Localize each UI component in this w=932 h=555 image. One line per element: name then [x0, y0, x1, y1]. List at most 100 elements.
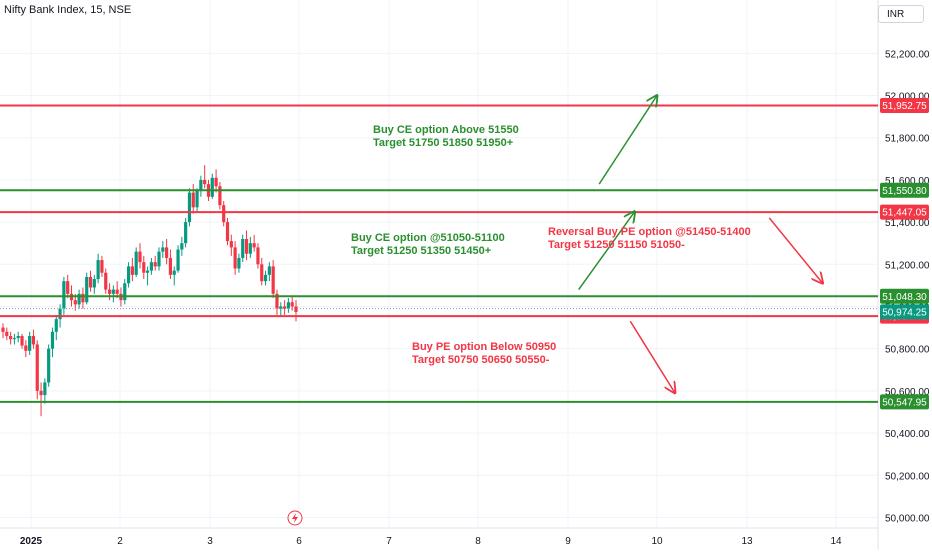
currency-selector[interactable]: INR	[878, 5, 924, 23]
annotation-text: Target 51250 51350 51450+	[351, 245, 491, 257]
candle-body	[50, 331, 55, 349]
candle-body	[123, 283, 127, 301]
level-label: 51,952.75	[882, 101, 927, 112]
y-tick-label: 50,200.00	[885, 471, 930, 482]
x-tick-label: 6	[296, 536, 302, 547]
candle-body	[214, 177, 218, 187]
y-tick-label: 50,000.00	[885, 513, 930, 524]
chart-title: Nifty Bank Index, 15, NSE	[4, 4, 132, 16]
candle-body	[282, 306, 287, 309]
candle-body	[107, 289, 112, 294]
candle-body	[256, 247, 260, 265]
candle-body	[153, 262, 157, 267]
lightning-icon	[292, 513, 298, 523]
last-price-label: 50,974.25	[882, 307, 927, 318]
candle-body	[77, 293, 81, 305]
candle-body	[134, 251, 138, 275]
candle-body	[58, 308, 62, 320]
candle-body	[157, 251, 161, 267]
level-label-bg	[880, 288, 929, 304]
candle-body	[263, 274, 268, 282]
candle-body	[145, 270, 150, 273]
candle-body	[165, 247, 169, 258]
candle-body	[203, 179, 207, 185]
level-label: 50,547.95	[882, 397, 927, 408]
annotation-text: Reversal Buy PE option @51450-51400	[548, 226, 751, 238]
candle-body	[47, 348, 51, 383]
candle-body	[35, 344, 39, 391]
level-label: 51,447.05	[882, 208, 927, 219]
x-tick-label: 9	[565, 536, 571, 547]
candle-body	[81, 293, 85, 303]
level-label-bg	[880, 97, 929, 113]
level-label-bg	[880, 394, 929, 410]
last-price-label-bg	[880, 304, 929, 320]
y-tick-label: 52,000.00	[885, 92, 930, 103]
candle-body	[176, 249, 180, 271]
annotation-text: Target 51250 51150 51050-	[548, 239, 685, 251]
candle-body	[210, 177, 214, 197]
candle-body	[54, 319, 58, 332]
candle-body	[16, 336, 20, 339]
candle-body	[28, 336, 32, 351]
annotation-arrow	[598, 96, 657, 185]
candle-body	[187, 192, 192, 223]
y-tick-label: 51,400.00	[885, 218, 930, 229]
candle-body	[85, 276, 89, 303]
candle-body	[88, 276, 93, 288]
candle-body	[130, 266, 134, 275]
annotation-text: Buy PE option Below 50950	[412, 341, 556, 353]
candle-body	[267, 266, 271, 275]
candle-body	[233, 247, 237, 269]
y-tick-label: 50,800.00	[885, 345, 930, 356]
candle-body	[39, 390, 43, 396]
candle-body	[161, 247, 165, 252]
candle-body	[5, 331, 9, 337]
candle-body	[275, 293, 279, 309]
candle-body	[286, 302, 290, 309]
annotation-arrow	[629, 320, 675, 393]
candle-body	[290, 302, 294, 307]
candle-body	[115, 289, 119, 294]
candle-body	[168, 257, 173, 275]
candle-body	[294, 306, 298, 312]
candle-body	[12, 338, 17, 340]
annotation-text: Target 51750 51850 51950+	[373, 137, 513, 149]
annotation-text: Target 50750 50650 50550-	[412, 354, 550, 366]
candle-body	[252, 243, 256, 248]
candle-body	[222, 205, 226, 223]
candle-body	[1, 327, 5, 332]
level-label-bg	[880, 182, 929, 198]
y-tick-label: 52,200.00	[885, 49, 930, 60]
candle-body	[96, 260, 100, 280]
annotation-text: Buy CE option @51050-51100	[351, 232, 505, 244]
y-tick-label: 50,600.00	[885, 387, 930, 398]
candle-body	[73, 300, 77, 305]
candle-body	[248, 243, 252, 254]
candle-body	[180, 243, 184, 250]
candle-body	[126, 266, 131, 284]
x-tick-label: 7	[386, 536, 392, 547]
candle-body	[104, 272, 108, 290]
candle-body	[241, 238, 245, 258]
candle-body	[218, 186, 222, 206]
x-tick-label: 13	[741, 536, 753, 547]
annotation-arrow	[768, 217, 822, 283]
candle-body	[260, 264, 264, 282]
y-tick-label: 51,600.00	[885, 176, 930, 187]
candle-body	[142, 262, 146, 273]
annotation-text: Buy CE option Above 51550	[373, 124, 519, 136]
candle-body	[24, 345, 28, 351]
candle-body	[172, 270, 176, 275]
candle-body	[62, 281, 66, 309]
candle-body	[138, 251, 142, 263]
candle-body	[43, 382, 47, 396]
candle-body	[9, 336, 13, 340]
candle-body	[229, 241, 233, 248]
annotation-arrow	[578, 212, 635, 291]
candle-body	[100, 260, 104, 273]
level-label: 51,550.80	[882, 186, 927, 197]
x-tick-label: 14	[830, 536, 842, 547]
